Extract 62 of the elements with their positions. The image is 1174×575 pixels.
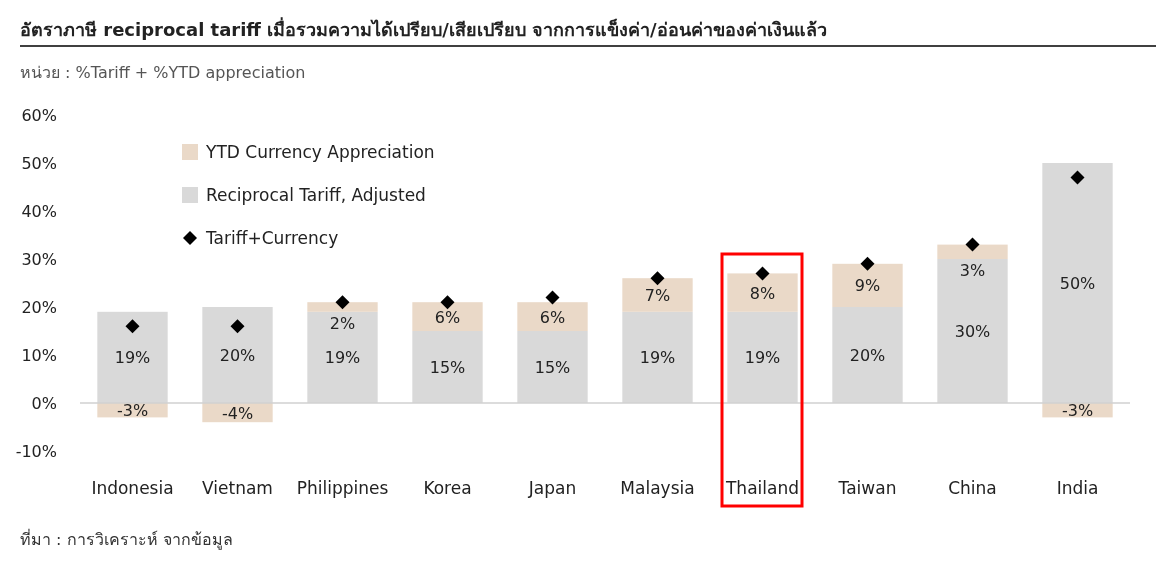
bar [937, 244, 1008, 259]
point [440, 295, 455, 310]
data-label: 6% [434, 307, 461, 327]
text: ที่มา : การวิเคราะห์ จากข้อมูล [20, 528, 233, 550]
bar [517, 302, 588, 331]
point [755, 266, 770, 281]
legend-label: Tariff+Currency [205, 228, 339, 248]
data-label: 19% [744, 348, 781, 368]
point [860, 256, 875, 271]
y-tick-label: 0% [31, 394, 57, 413]
y-tick-label: -10% [15, 442, 57, 461]
x-tick-label: Indonesia [91, 478, 174, 498]
data-label: -3% [116, 401, 149, 421]
data-label: 15% [534, 358, 571, 377]
point [125, 319, 140, 334]
chart-title: อัตราภาษี reciprocal tariff เมื่อรวมความได้เปรียบ/เสียเปรียบ จากการแข็งค่า/อ่อนค่าของค่าเงินแล้ว [20, 17, 827, 40]
x-tick-label: Thailand [724, 478, 800, 498]
bar [412, 302, 483, 331]
x-tick-label: Taiwan [837, 478, 897, 498]
y-tick-label: 60% [21, 106, 57, 125]
point [230, 319, 245, 334]
y-tick-label: 10% [21, 346, 57, 365]
data-label: 9% [854, 276, 881, 296]
x-tick-label: India [1056, 478, 1099, 498]
y-tick-label: 40% [21, 202, 57, 221]
x-tick-label: Malaysia [620, 478, 695, 498]
point [965, 237, 980, 252]
point [650, 271, 665, 286]
data-label: -4% [221, 403, 254, 423]
data-label: 19% [324, 348, 361, 368]
data-label: 2% [329, 313, 356, 333]
y-tick-label: 30% [21, 250, 57, 269]
data-label: 6% [539, 307, 566, 327]
legend-label: YTD Currency Appreciation [205, 142, 435, 162]
bar [622, 278, 693, 312]
bar [832, 263, 903, 307]
point [545, 290, 560, 305]
data-label: 19% [639, 348, 676, 368]
x-tick-label: Japan [527, 478, 577, 498]
y-tick-label: 50% [21, 154, 57, 173]
x-tick-label: Korea [423, 478, 472, 498]
x-tick-label: Philippines [296, 478, 389, 498]
data-label: 7% [644, 286, 671, 305]
y-tick-label: 20% [21, 298, 57, 317]
legend-label: Reciprocal Tariff, Adjusted [206, 185, 426, 205]
data-label: 8% [749, 283, 776, 303]
data-label: 20% [849, 346, 886, 365]
x-tick-label: Vietnam [202, 478, 273, 498]
bar [307, 302, 378, 312]
point [335, 295, 350, 310]
data-label: 50% [1059, 274, 1096, 293]
x-tick-label: China [948, 478, 997, 498]
bar [727, 273, 798, 312]
data-label: 3% [959, 261, 986, 280]
data-label: 19% [114, 348, 151, 368]
data-label: -3% [1061, 401, 1094, 421]
data-label: 15% [429, 358, 466, 377]
data-label: 20% [219, 346, 256, 365]
data-label: 30% [954, 322, 991, 341]
title: อัตราภาษี reciprocal tariff เมื่อรวมความได้เปรียบ/เสียเปรียบ จากการแข็งค่า/อ่อนค่าของค่าเงินแล้ว [19, 19, 1157, 47]
chart-subtitle: หน่วย : %Tariff + %YTD appreciation [20, 63, 306, 82]
point [1070, 170, 1085, 185]
